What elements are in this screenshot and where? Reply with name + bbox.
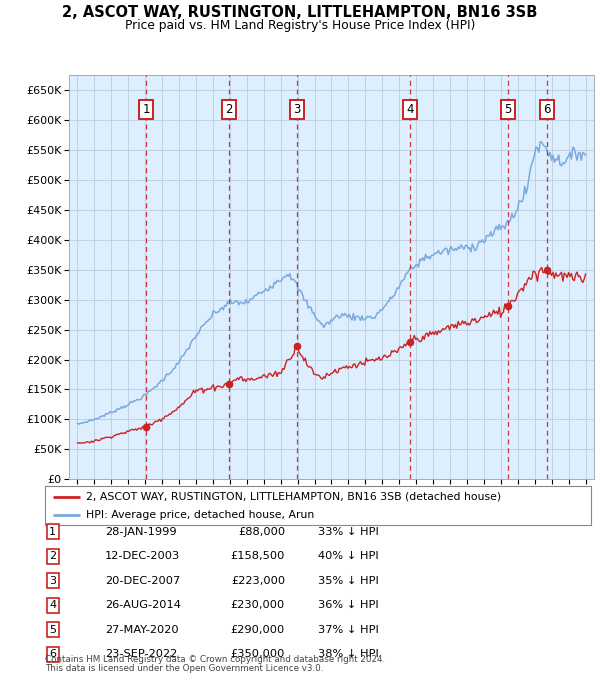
Text: 1: 1 xyxy=(143,103,150,116)
Text: £230,000: £230,000 xyxy=(231,600,285,610)
Text: 3: 3 xyxy=(293,103,301,116)
Text: 2, ASCOT WAY, RUSTINGTON, LITTLEHAMPTON, BN16 3SB (detached house): 2, ASCOT WAY, RUSTINGTON, LITTLEHAMPTON,… xyxy=(86,492,501,502)
Text: 2, ASCOT WAY, RUSTINGTON, LITTLEHAMPTON, BN16 3SB: 2, ASCOT WAY, RUSTINGTON, LITTLEHAMPTON,… xyxy=(62,5,538,20)
Text: 33% ↓ HPI: 33% ↓ HPI xyxy=(318,527,379,537)
Text: £88,000: £88,000 xyxy=(238,527,285,537)
Text: £158,500: £158,500 xyxy=(230,551,285,561)
Text: 37% ↓ HPI: 37% ↓ HPI xyxy=(318,625,379,634)
Text: HPI: Average price, detached house, Arun: HPI: Average price, detached house, Arun xyxy=(86,510,314,520)
Text: 12-DEC-2003: 12-DEC-2003 xyxy=(105,551,180,561)
Text: 2: 2 xyxy=(49,551,56,561)
Text: 35% ↓ HPI: 35% ↓ HPI xyxy=(318,576,379,585)
Text: £350,000: £350,000 xyxy=(230,649,285,659)
Text: 6: 6 xyxy=(49,649,56,659)
Text: 4: 4 xyxy=(49,600,56,610)
Text: 20-DEC-2007: 20-DEC-2007 xyxy=(105,576,180,585)
Text: 5: 5 xyxy=(49,625,56,634)
Text: 26-AUG-2014: 26-AUG-2014 xyxy=(105,600,181,610)
Text: 6: 6 xyxy=(544,103,551,116)
Text: 40% ↓ HPI: 40% ↓ HPI xyxy=(318,551,379,561)
Text: 4: 4 xyxy=(406,103,414,116)
Text: 2: 2 xyxy=(225,103,233,116)
Text: 23-SEP-2022: 23-SEP-2022 xyxy=(105,649,177,659)
Text: £290,000: £290,000 xyxy=(231,625,285,634)
Text: 3: 3 xyxy=(49,576,56,585)
Text: 5: 5 xyxy=(504,103,511,116)
Text: This data is licensed under the Open Government Licence v3.0.: This data is licensed under the Open Gov… xyxy=(45,664,323,673)
Text: 27-MAY-2020: 27-MAY-2020 xyxy=(105,625,179,634)
Text: 1: 1 xyxy=(49,527,56,537)
Text: 36% ↓ HPI: 36% ↓ HPI xyxy=(318,600,379,610)
Text: £223,000: £223,000 xyxy=(231,576,285,585)
Text: Contains HM Land Registry data © Crown copyright and database right 2024.: Contains HM Land Registry data © Crown c… xyxy=(45,656,385,664)
Text: Price paid vs. HM Land Registry's House Price Index (HPI): Price paid vs. HM Land Registry's House … xyxy=(125,19,475,32)
Text: 28-JAN-1999: 28-JAN-1999 xyxy=(105,527,176,537)
Text: 38% ↓ HPI: 38% ↓ HPI xyxy=(318,649,379,659)
